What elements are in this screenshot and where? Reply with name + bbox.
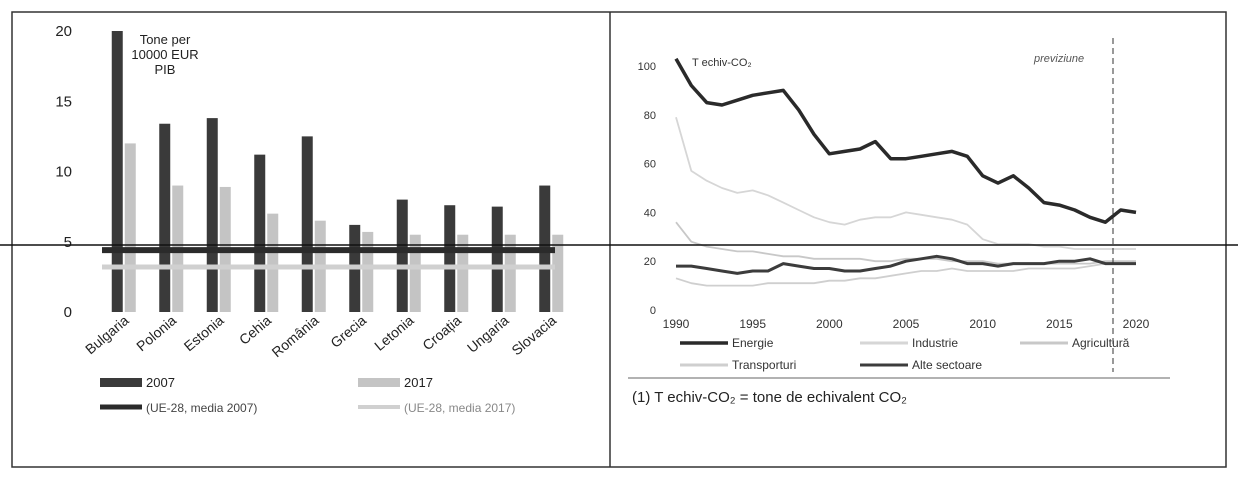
legend-swatch-2017 [358, 378, 400, 387]
left-bar-chart: 0 5 10 15 20 Bulgaria Polonia Estonia CehiaRomâ… [55, 23, 564, 415]
legend-label: Alte sectoare [912, 358, 982, 372]
series-line [675, 116, 1136, 250]
bar-2017 [457, 234, 469, 312]
left-reference-lines [102, 247, 555, 270]
bar-2017 [552, 234, 564, 312]
left-unit-label: Tone per 10000 EUR PIB [131, 32, 198, 77]
bar-2007 [254, 154, 266, 312]
bar-2017 [409, 234, 421, 312]
bar-2017 [267, 213, 279, 312]
series-line [675, 262, 1136, 287]
left-legend: 2007 2017 (UE-28, media 2007) (UE-28, media… [100, 375, 515, 415]
unit-label-line: PIB [155, 62, 176, 77]
right-x-tick-label: 1990 [663, 317, 690, 331]
right-y-axis: 0 20 40 60 80 100 [638, 61, 656, 317]
right-lines [674, 57, 1137, 287]
right-unit-label: T echiv-CO₂ [692, 57, 752, 69]
right-y-tick-label: 60 [644, 159, 656, 171]
legend-label-2007: 2007 [146, 375, 175, 390]
series-line [675, 221, 1136, 265]
left-x-tick-label: Letonia [371, 312, 417, 354]
bar-2007 [491, 206, 503, 312]
left-x-tick-label: Grecia [327, 312, 369, 351]
left-x-tick-label: Croația [419, 312, 464, 353]
unit-label-line: Tone per [140, 32, 191, 47]
left-x-tick-label: România [268, 312, 321, 360]
left-y-tick-label: 15 [55, 93, 72, 110]
unit-label-line: 10000 EUR [131, 47, 198, 62]
bar-2007 [301, 136, 313, 312]
bar-2007 [159, 123, 171, 312]
bar-2007 [206, 118, 218, 312]
left-y-tick-label: 10 [55, 164, 72, 181]
left-x-tick-label: Estonia [181, 312, 227, 354]
right-x-tick-label: 2015 [1046, 317, 1073, 331]
bar-2017 [362, 231, 374, 312]
legend-label: Agricultură [1072, 336, 1130, 350]
legend-label: Industrie [912, 336, 958, 350]
right-legend: Energie Industrie Agricultură Transporturi A… [680, 336, 1130, 372]
left-x-tick-label: Slovacia [508, 312, 559, 358]
legend-label-avg-2017: (UE-28, media 2017) [404, 401, 515, 415]
left-y-axis: 0 5 10 15 20 [55, 23, 72, 321]
left-y-tick-label: 20 [55, 23, 72, 40]
left-y-tick-label: 5 [64, 234, 72, 251]
legend-label: Energie [732, 336, 774, 350]
outer-frame [11, 11, 1227, 468]
bar-2007 [111, 31, 123, 312]
right-y-tick-label: 80 [644, 110, 656, 122]
series-line [676, 254, 1136, 275]
series-line [674, 57, 1137, 224]
right-x-tick-label: 2000 [816, 317, 843, 331]
bar-2017 [124, 143, 136, 312]
right-y-tick-label: 20 [644, 256, 656, 268]
left-y-tick-label: 0 [64, 304, 72, 321]
right-y-tick-label: 40 [644, 207, 656, 219]
left-x-tick-label: Polonia [133, 312, 179, 354]
left-x-tick-label: Ungaria [464, 312, 512, 356]
forecast-annotation: previziune [1033, 53, 1084, 65]
right-x-tick-label: 2010 [969, 317, 996, 331]
footnote: (1) T echiv-CO₂ = tone de echivalent CO₂ [632, 389, 907, 406]
right-x-tick-label: 1995 [739, 317, 766, 331]
right-y-tick-label: 100 [638, 61, 656, 73]
legend-label-2017: 2017 [404, 375, 433, 390]
right-x-axis: 1990 1995 2000 2005 2010 2015 2020 [663, 317, 1150, 331]
legend-label: Transporturi [732, 358, 796, 372]
right-line-chart: 0 20 40 60 80 100 1990 1995 2000 2005 2010 2015 202… [628, 38, 1170, 406]
right-x-tick-label: 2005 [893, 317, 920, 331]
right-y-tick-label: 0 [650, 305, 656, 317]
right-x-tick-label: 2020 [1123, 317, 1150, 331]
bar-2017 [504, 234, 516, 312]
bar-2007 [444, 205, 456, 312]
left-x-tick-label: Bulgaria [82, 312, 132, 357]
legend-label-avg-2007: (UE-28, media 2007) [146, 401, 257, 415]
left-bars [111, 31, 564, 312]
left-x-tick-label: Cehia [236, 312, 274, 348]
bar-2007 [396, 199, 408, 312]
legend-swatch-2007 [100, 378, 142, 387]
